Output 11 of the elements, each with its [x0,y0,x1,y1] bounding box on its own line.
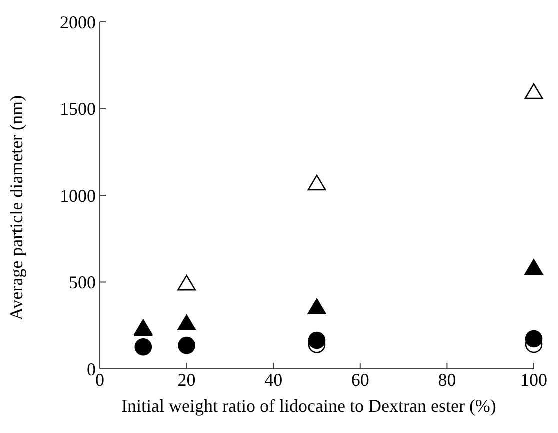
y-tick-label: 2000 [60,12,96,32]
y-tick-label: 500 [69,272,96,293]
x-tick-label: 20 [178,370,196,390]
x-tick-label: 40 [264,370,283,390]
x-tick-label: 60 [351,370,370,390]
x-tick-label: 100 [520,370,548,390]
x-axis-title: Initial weight ratio of lidocaine to Dextran ester (%) [120,396,498,417]
y-tick-label: 1500 [60,99,96,120]
y-axis-title: Average particle diameter (nm) [6,95,26,320]
y-tick-label: 1000 [60,186,96,206]
x-tick-label: 80 [438,370,456,390]
